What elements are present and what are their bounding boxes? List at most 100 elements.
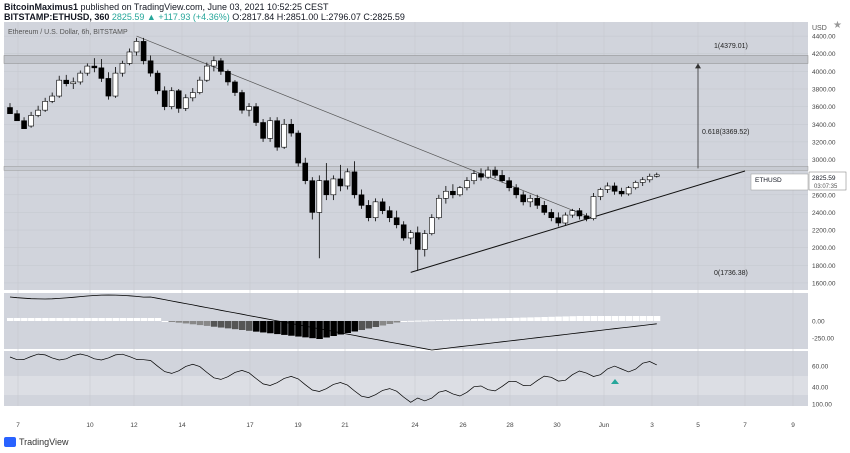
candle-up: [443, 190, 449, 199]
candle-up: [49, 95, 55, 102]
candle-up: [597, 189, 604, 197]
histogram-bar: [14, 318, 21, 321]
price-tick-label: 3200.00: [812, 139, 836, 146]
histogram-bar: [379, 321, 387, 326]
histogram-bar: [98, 318, 105, 321]
histogram-bar: [449, 319, 457, 321]
price-tick-label: 4400.00: [812, 34, 836, 41]
histogram-bar: [302, 321, 309, 338]
candle-down: [274, 120, 280, 148]
author-name[interactable]: BitcoinMaximus1: [4, 2, 79, 12]
rsi-line: [9, 353, 657, 403]
price-tick-label: 2200.00: [812, 228, 836, 235]
histogram-bar: [414, 320, 422, 322]
histogram-bar: [372, 321, 380, 327]
histogram-bar: [246, 321, 253, 331]
candle-down: [232, 81, 238, 93]
candle-up: [639, 179, 646, 183]
histogram-bar: [421, 320, 429, 322]
histogram-bar: [463, 319, 471, 321]
time-tick-label: 30: [553, 422, 561, 429]
symbol-label: BITSTAMP:ETHUSD, 360: [4, 12, 110, 22]
candle-down: [365, 205, 372, 219]
candle-down: [534, 198, 541, 206]
candle-up: [182, 97, 189, 109]
candle-up: [316, 180, 323, 213]
price-tick-label: 3800.00: [812, 87, 836, 94]
time-tick-label: 3: [650, 422, 654, 429]
histogram-bar: [337, 321, 344, 335]
low-value: L:2796.07: [320, 12, 361, 22]
time-tick-label: 17: [246, 422, 254, 429]
fib-bottom-label: 0(1736.38): [714, 270, 748, 277]
time-tick-label: 5: [696, 422, 700, 429]
fib-top-label: 1(4379.01): [714, 43, 748, 50]
candle-down: [358, 194, 365, 206]
histogram-bar: [534, 317, 541, 321]
time-tick-label: Jun: [599, 422, 610, 429]
histogram-bar: [492, 318, 499, 321]
candle-up: [485, 169, 491, 178]
histogram-bar: [344, 321, 351, 333]
histogram-bar: [506, 318, 513, 321]
histogram-bar: [203, 321, 211, 326]
histogram-bar: [316, 321, 323, 339]
candle-up: [281, 123, 287, 148]
histogram-bar: [562, 316, 569, 321]
candle-up: [42, 101, 48, 111]
candle-up: [464, 180, 470, 189]
histogram-bar: [91, 318, 98, 321]
footer-brand[interactable]: TradingView: [19, 437, 69, 447]
histogram-bar: [63, 318, 70, 321]
indicator2: 60.00 40.00 100.00: [9, 353, 832, 409]
histogram-bar: [35, 318, 42, 321]
candle-up: [35, 109, 41, 116]
candle-down: [225, 71, 231, 83]
histogram-bar: [281, 321, 288, 335]
histogram-bar: [105, 318, 112, 321]
footer: TradingView: [4, 437, 69, 447]
candle-down: [576, 210, 583, 217]
time-axis[interactable]: 7 10 12 14 17 19 21 24 26 28 30 Jun 3 5 7 9: [16, 422, 795, 429]
price-tag-value-box: [808, 171, 847, 191]
histogram-bar: [217, 321, 225, 328]
histogram-bar: [597, 316, 605, 321]
histogram-bar: [470, 319, 478, 321]
candle-down: [414, 232, 421, 250]
candle-up: [84, 65, 91, 74]
histogram-bar: [119, 318, 126, 321]
candle-up: [211, 60, 217, 67]
candle-down: [541, 205, 548, 213]
histogram-bar: [210, 321, 218, 327]
histogram-bar: [175, 321, 183, 323]
indicator1-tick-label: 0.00: [812, 319, 825, 326]
histogram-bar: [112, 318, 119, 321]
indicator2-tick-label: 60.00: [812, 364, 829, 371]
candle-down: [499, 175, 505, 181]
star-icon[interactable]: ★: [833, 20, 842, 31]
histogram-bar: [555, 316, 562, 321]
candle-down: [611, 185, 618, 192]
price-axis[interactable]: 4400.00 4200.00 4000.00 3800.00 3600.00 3400.…: [812, 34, 836, 288]
candle-down: [218, 60, 224, 72]
histogram-bar: [253, 321, 260, 332]
histogram-bar: [583, 316, 590, 321]
indicator1: 0.00 -250.00: [7, 294, 834, 351]
candle-down: [147, 60, 154, 74]
candle-down: [583, 215, 590, 219]
candle-down: [288, 123, 295, 134]
histogram-bar: [625, 316, 633, 321]
candle-up: [407, 232, 414, 239]
histogram-bar: [351, 321, 358, 332]
histogram-bar: [548, 316, 555, 321]
candle-down: [478, 173, 484, 178]
candle-up: [197, 79, 203, 93]
candle-down: [506, 180, 512, 189]
fib-mid-label: 0.618(3369.52): [702, 129, 749, 136]
price-panel-bg: [4, 22, 808, 290]
candle-up: [632, 182, 639, 189]
candle-down: [253, 106, 259, 123]
candle-down: [309, 180, 316, 213]
candle-up: [168, 90, 175, 107]
